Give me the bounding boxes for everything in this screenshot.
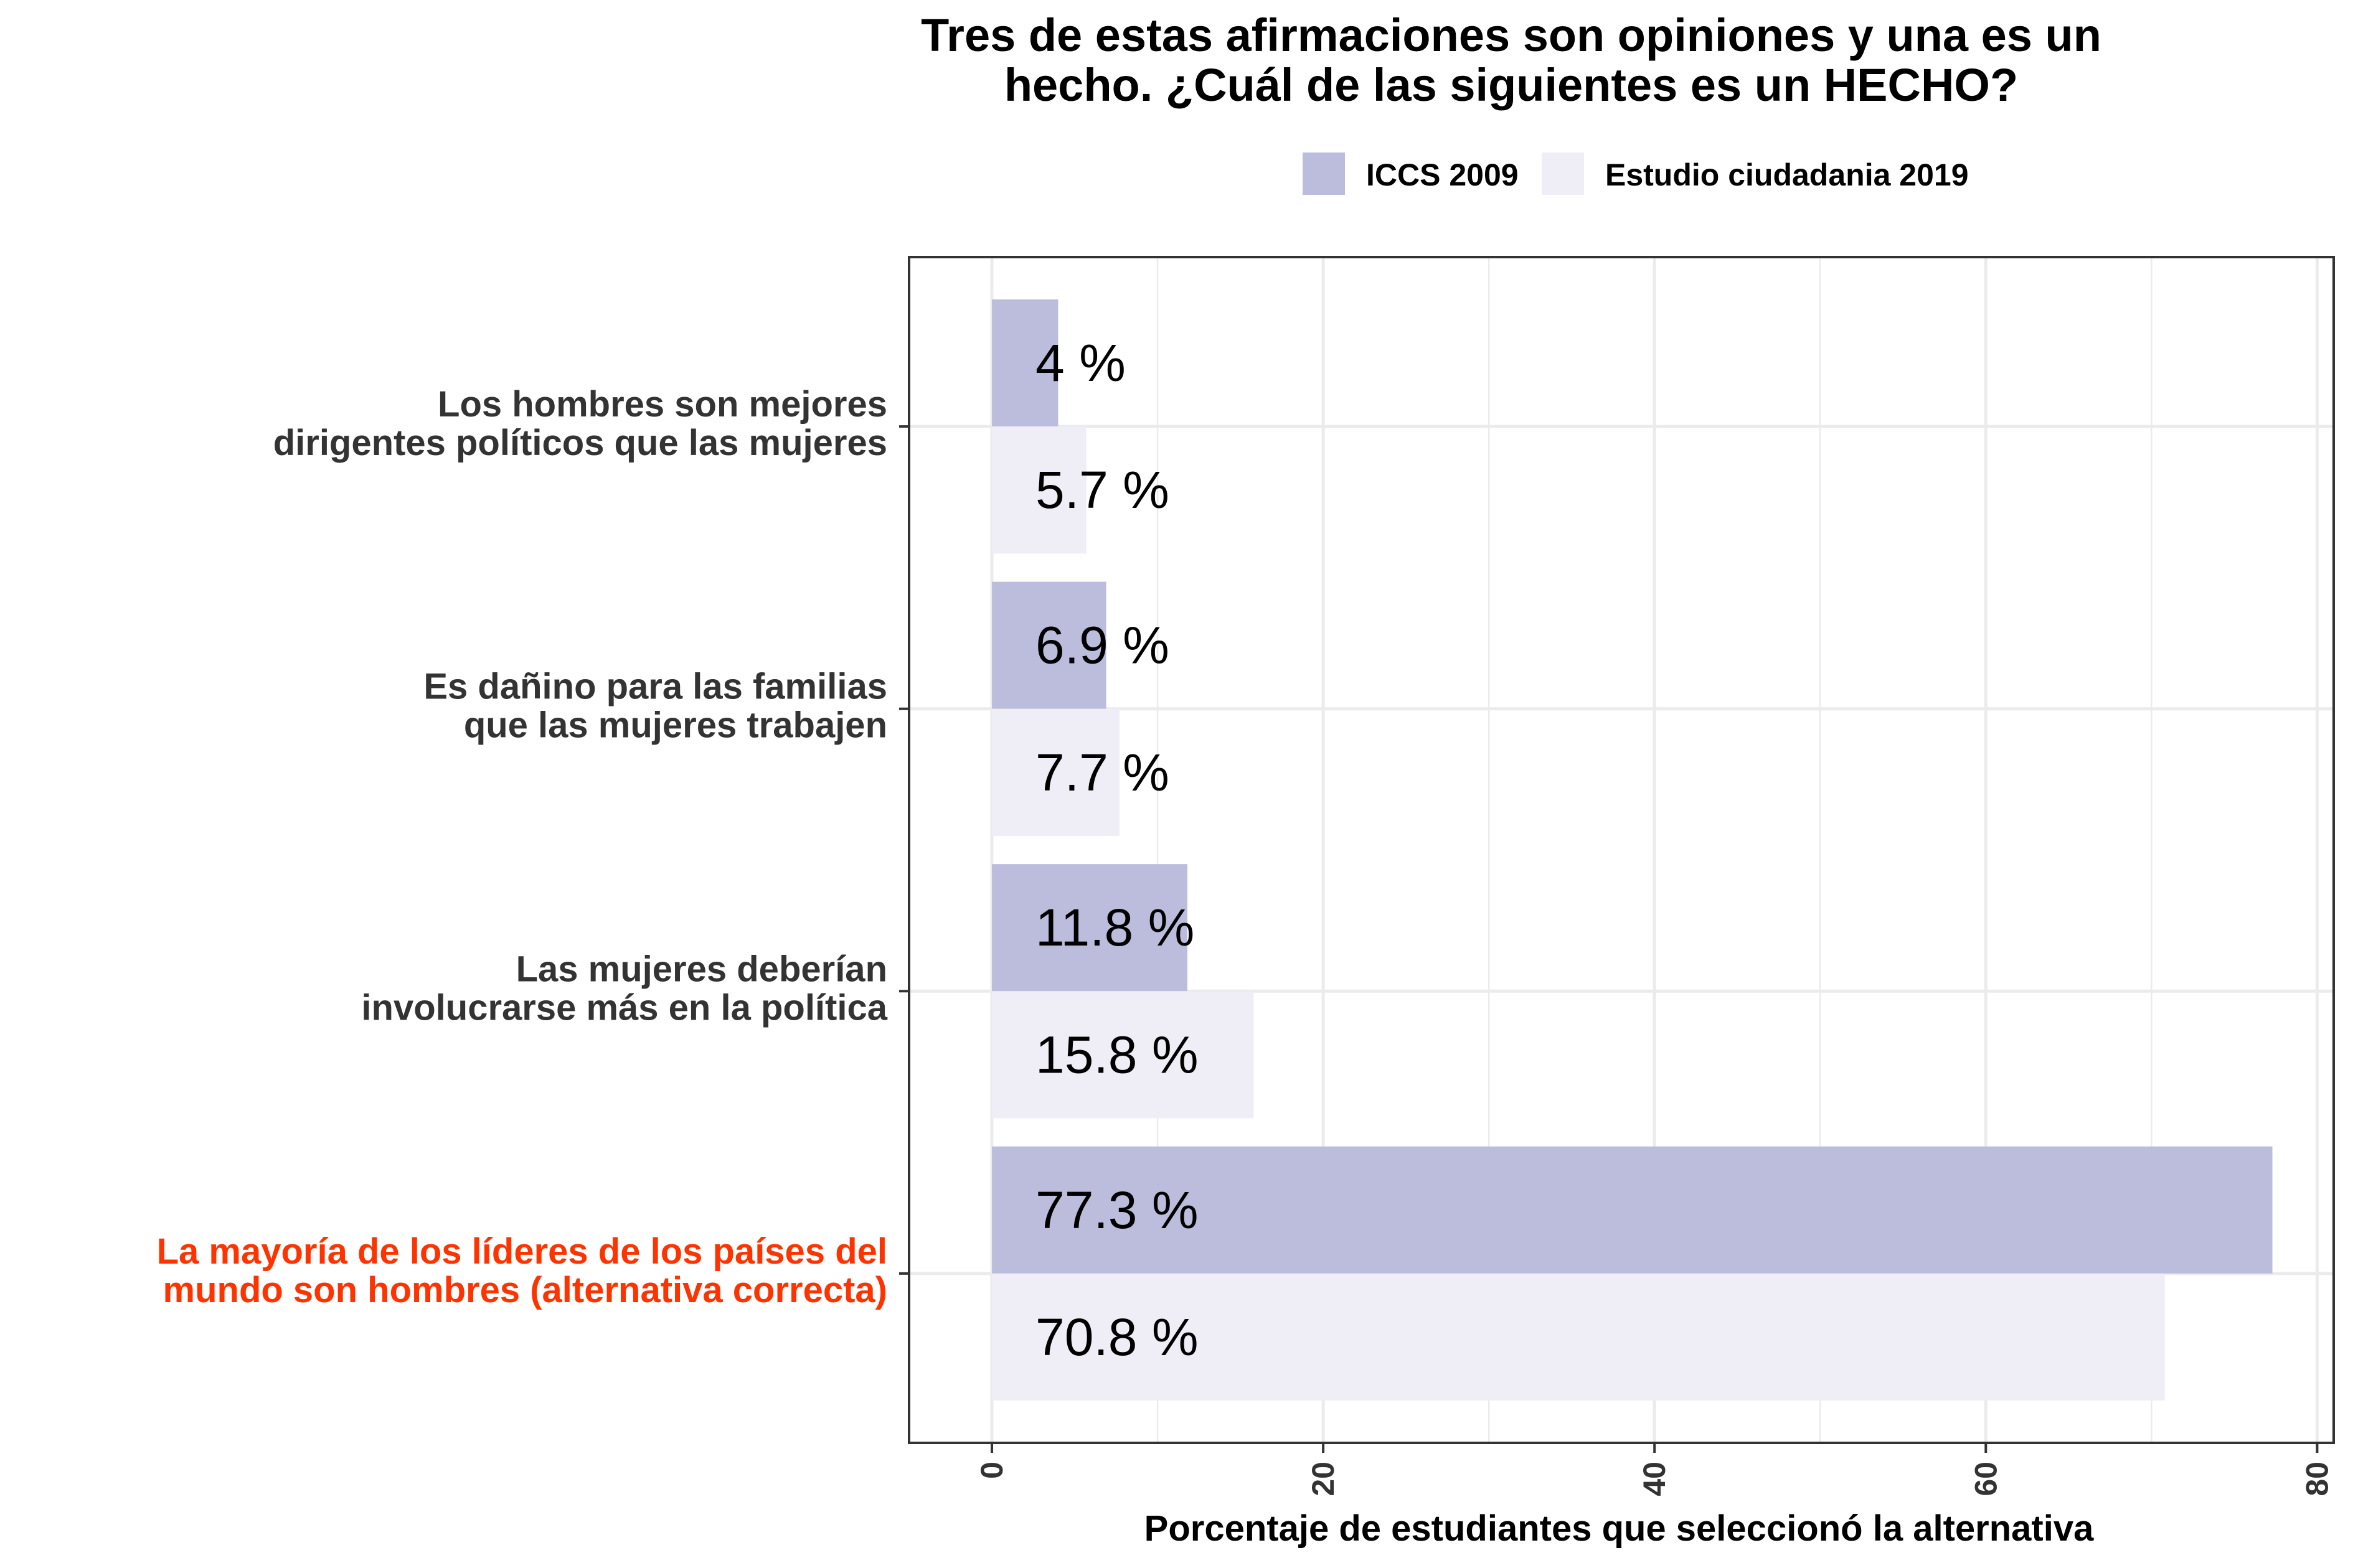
bar [992,426,1087,554]
bar [992,581,1106,709]
category-label: dirigentes políticos que las mujeres [273,423,887,463]
panel-border [908,256,2335,1444]
x-tick-label: 20 [1306,1462,1341,1496]
x-tick-label: 0 [974,1462,1009,1479]
bar [992,1273,2165,1401]
bar [992,708,1120,836]
legend-swatch-estudio-2019 [1542,153,1584,195]
legend-label-estudio-2019: Estudio ciudadania 2019 [1605,157,1969,192]
category-label: involucrarse más en la política [361,987,887,1028]
x-tick-label: 80 [2299,1462,2334,1496]
data-label: 7.7 % [1035,743,1169,802]
bar [992,1146,2273,1274]
bar [992,864,1187,992]
category-label: Las mujeres deberían [516,949,887,989]
category-label: Es dañino para las familias [423,667,887,707]
data-label: 70.8 % [1035,1308,1199,1366]
category-label: mundo son hombres (alternativa correcta) [163,1270,887,1310]
chart-title-line-2: hecho. ¿Cuál de las siguientes es un HEC… [1004,59,2018,111]
bar [992,299,1059,427]
category-label: La mayoría de los líderes de los países … [157,1231,887,1272]
legend-swatch-iccs-2009 [1303,153,1345,195]
data-label: 4 % [1035,334,1126,392]
data-label: 15.8 % [1035,1025,1199,1084]
x-axis-ticks: 0 20 40 60 80 [974,1443,2334,1496]
data-label: 6.9 % [1035,616,1169,675]
plot-panel: 4 % 5.7 % 6.9 % 7.7 % 11.8 % 15.8 % 77.3 % 70.8… [908,256,2335,1444]
bar [992,991,1254,1119]
x-tick-label: 40 [1637,1462,1672,1496]
category-label: que las mujeres trabajen [464,705,887,746]
data-label: 77.3 % [1035,1181,1199,1239]
legend: ICCS 2009 Estudio ciudadania 2019 [1303,153,1969,195]
x-tick-label: 60 [1968,1462,2003,1496]
data-label: 11.8 % [1035,898,1194,957]
chart-title-line-1: Tres de estas afirmaciones son opiniones… [921,9,2101,61]
x-axis-title: Porcentaje de estudiantes que seleccionó… [1144,1508,2094,1549]
category-label: Los hombres son mejores [438,384,887,425]
legend-label-iccs-2009: ICCS 2009 [1366,157,1519,192]
data-label: 5.7 % [1035,461,1169,519]
chart-title: Tres de estas afirmaciones son opiniones… [921,9,2101,111]
